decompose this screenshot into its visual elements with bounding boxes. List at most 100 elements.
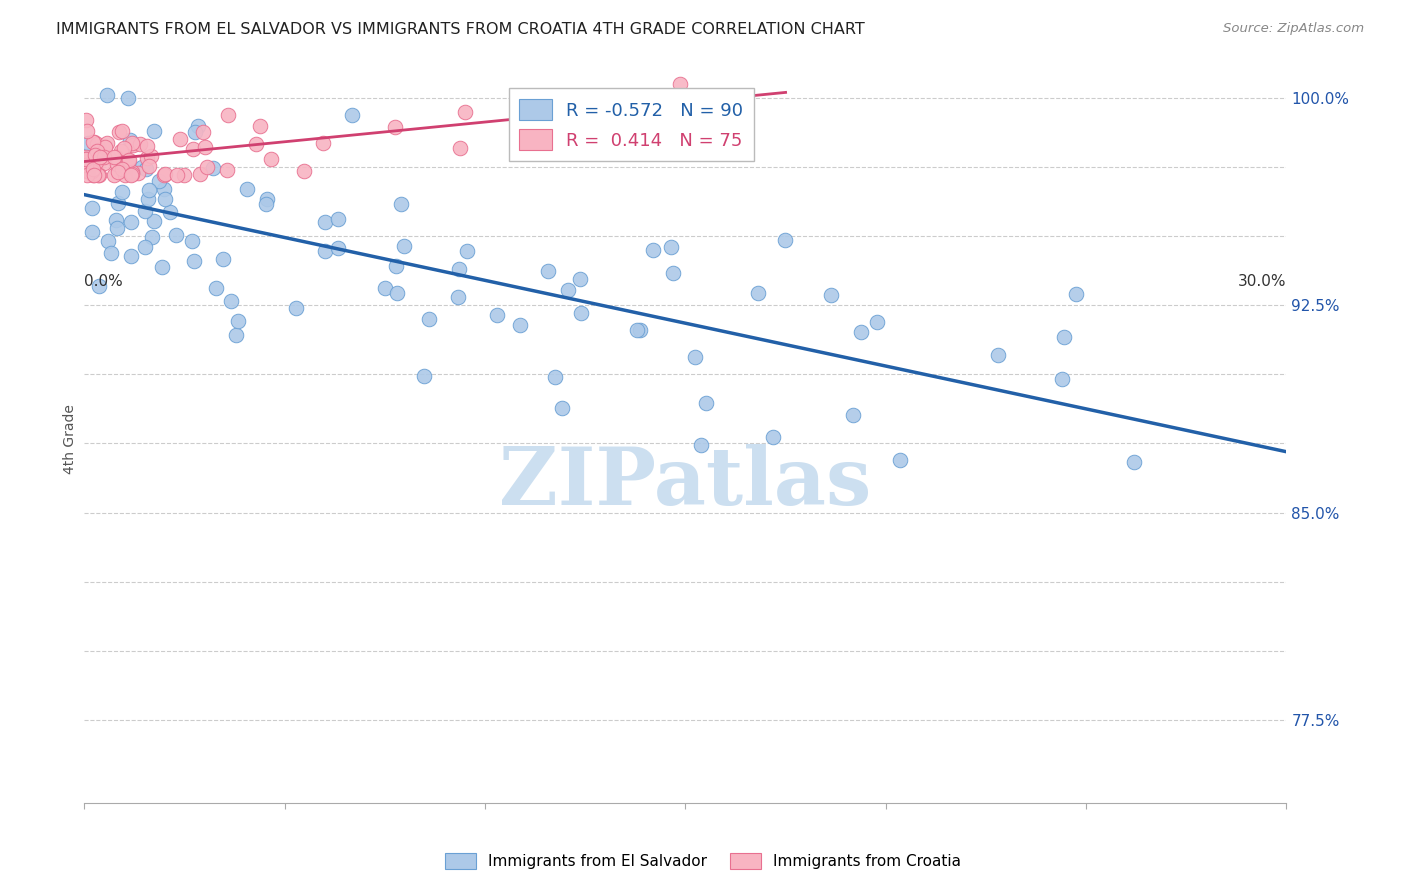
Point [110,144,132,158]
Point [689,438,711,452]
Point [121,165,143,179]
Point [188,167,211,181]
Point [89,150,111,164]
Point [135,151,157,165]
Point [205,281,228,295]
Point [551,401,574,416]
Point [449,141,471,155]
Point [219,294,242,309]
Point [180,235,202,249]
Point [150,260,173,275]
Point [181,142,204,156]
Point [142,123,165,137]
Point [184,125,207,139]
Point [75,152,97,166]
Point [83,169,105,183]
Point [453,105,475,120]
Point [87,169,110,183]
Point [820,287,842,301]
Text: 0.0%: 0.0% [84,274,124,289]
Point [83,148,105,162]
Point [82,169,104,183]
Point [105,157,128,171]
Point [260,153,283,167]
Point [418,311,440,326]
Point [82,163,104,178]
Point [225,328,247,343]
Point [254,196,277,211]
Point [94,140,117,154]
Point [187,119,209,133]
Point [155,192,177,206]
Point [1050,372,1073,386]
Point [202,161,225,175]
Point [148,174,170,188]
Point [89,169,111,183]
Point [105,151,128,165]
Point [173,169,195,183]
Point [153,182,176,196]
Point [1053,329,1076,343]
Point [87,278,110,293]
Point [84,155,107,169]
Point [747,285,769,300]
Point [249,119,271,133]
Point [630,323,652,337]
Point [75,153,97,167]
Point [82,201,104,215]
Point [659,240,682,254]
Point [166,169,188,183]
Point [195,160,218,174]
Point [118,153,141,167]
Point [76,164,98,178]
Point [544,369,567,384]
Point [107,126,129,140]
Text: 30.0%: 30.0% [1239,274,1286,289]
Point [245,136,267,151]
Point [120,215,142,229]
Point [117,153,139,168]
Point [212,252,235,266]
Point [215,163,238,178]
Point [762,429,785,443]
Point [86,137,108,152]
Point [141,230,163,244]
Point [136,139,159,153]
Point [97,234,120,248]
Point [121,167,143,181]
Point [107,195,129,210]
Point [112,141,135,155]
Point [165,228,187,243]
Point [120,169,142,183]
Point [342,107,364,121]
Point [392,238,415,252]
Point [120,249,142,263]
Point [96,88,118,103]
Point [256,192,278,206]
Point [117,91,139,105]
Point [153,169,176,183]
Point [76,169,98,183]
Point [139,149,162,163]
Point [121,138,143,153]
Point [138,159,160,173]
Point [413,369,436,384]
Point [77,136,100,150]
Point [775,233,797,247]
Point [841,409,863,423]
Point [626,323,648,337]
Point [134,204,156,219]
Point [134,240,156,254]
Point [96,136,118,150]
Legend: Immigrants from El Salvador, Immigrants from Croatia: Immigrants from El Salvador, Immigrants … [439,847,967,875]
Point [111,185,134,199]
Point [121,164,143,178]
Point [75,163,97,178]
Point [75,150,97,164]
Point [662,266,685,280]
Point [103,150,125,164]
Point [169,132,191,146]
Point [121,136,143,150]
Point [193,125,215,139]
Point [683,350,706,364]
